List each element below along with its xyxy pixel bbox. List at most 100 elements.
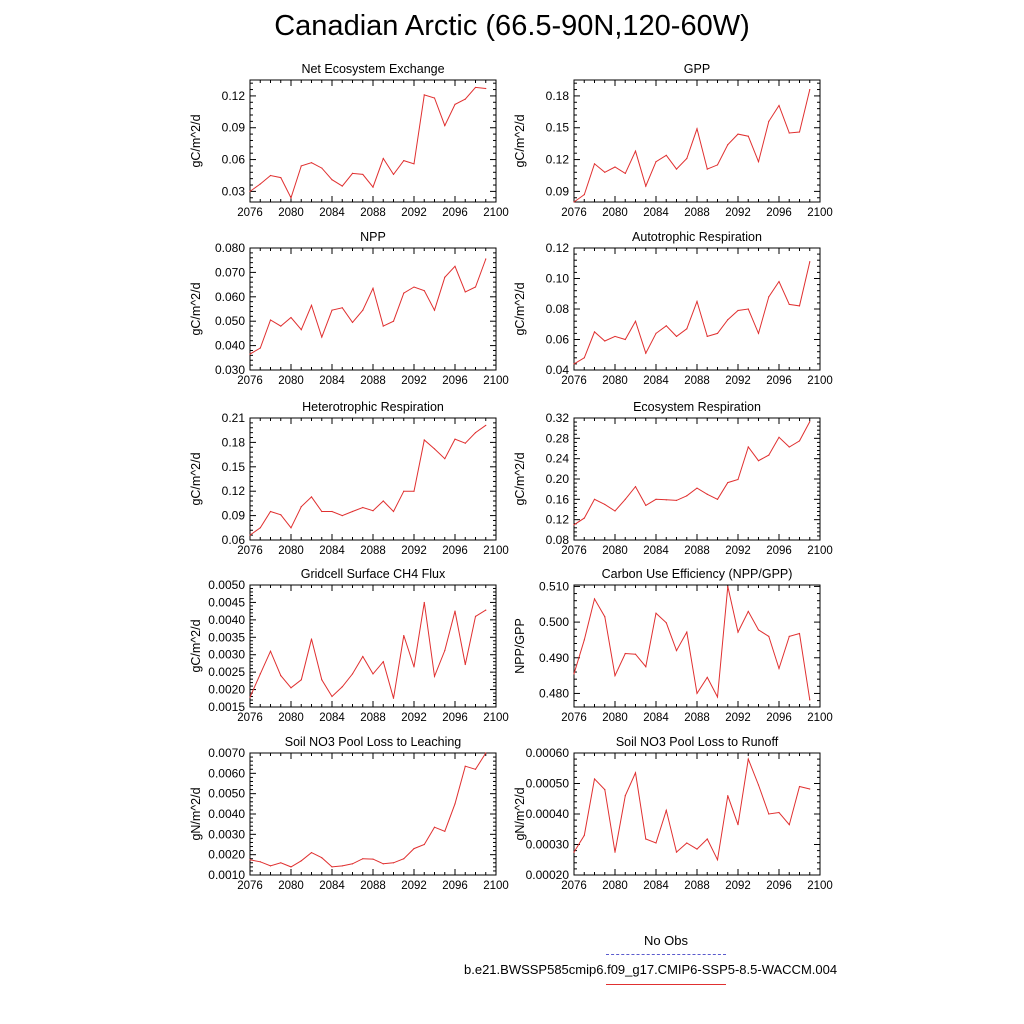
data-point	[593, 598, 596, 600]
data-point	[665, 154, 667, 156]
data-point	[655, 498, 657, 500]
data-point	[362, 173, 364, 176]
data-point	[485, 609, 487, 611]
data-point	[485, 424, 487, 426]
x-tick-label: 2100	[807, 880, 833, 892]
y-tick-label: 0.04	[546, 363, 570, 377]
x-tick-label: 2092	[401, 712, 427, 724]
y-tick-label: 0.0030	[208, 648, 245, 662]
data-point	[413, 847, 415, 850]
data-point	[706, 168, 708, 170]
data-point	[686, 842, 688, 844]
data-point	[757, 629, 760, 631]
data-point	[686, 157, 688, 160]
data-point	[737, 478, 739, 481]
data-point	[300, 329, 302, 331]
data-point	[474, 86, 477, 89]
y-tick-label: 0.15	[546, 121, 570, 135]
data-point	[706, 335, 708, 338]
y-tick-label: 0.00040	[526, 807, 570, 821]
y-tick-label: 0.030	[215, 363, 245, 377]
data-point	[341, 307, 343, 309]
x-tick-label: 2088	[360, 880, 386, 892]
data-point	[645, 352, 647, 354]
y-axis-label: gC/m^2/d	[189, 619, 203, 672]
data-point	[583, 357, 585, 359]
data-point	[382, 500, 384, 502]
data-point	[290, 316, 292, 319]
x-tick-label: 2088	[360, 712, 386, 724]
x-tick-label: 2092	[401, 880, 427, 892]
x-tick-label: 2080	[602, 207, 628, 219]
data-point	[614, 335, 616, 338]
data-point	[372, 510, 374, 512]
data-point	[392, 862, 395, 864]
x-tick-label: 2084	[319, 207, 345, 219]
x-tick-label: 2088	[684, 207, 710, 219]
series-line	[573, 421, 811, 526]
y-tick-label: 0.500	[539, 615, 569, 629]
data-point	[362, 506, 364, 509]
y-tick-label: 0.0035	[208, 630, 245, 644]
series-line	[249, 258, 487, 355]
data-point	[624, 652, 626, 655]
data-point	[675, 499, 678, 501]
panel-1: Net Ecosystem Exchange gC/m^2/d 2076 2080 20…	[189, 62, 509, 219]
x-tick-label: 2092	[401, 545, 427, 557]
data-point	[454, 438, 456, 440]
data-point	[413, 163, 415, 165]
panel-2: GPP gC/m^2/d 2076 2080 2084 2088 2092 2096 2100 0…	[513, 62, 833, 219]
data-point	[727, 585, 729, 588]
x-tick-label: 2076	[237, 712, 263, 724]
panel-3: NPP gC/m^2/d 2076 2080 2084 2088 2092 2096 2100 0…	[189, 230, 509, 387]
data-point	[573, 363, 575, 365]
data-point	[485, 752, 487, 754]
data-point	[454, 803, 456, 805]
data-point	[696, 692, 698, 695]
data-point	[624, 795, 626, 797]
x-tick-label: 2088	[360, 207, 386, 219]
data-point	[269, 319, 272, 321]
data-point	[727, 319, 729, 321]
data-point	[464, 765, 466, 767]
y-tick-label: 0.12	[546, 241, 570, 255]
data-point	[259, 673, 261, 675]
x-tick-label: 2096	[442, 207, 468, 219]
data-point	[331, 309, 333, 311]
x-tick-label: 2100	[483, 545, 509, 557]
x-tick-label: 2088	[360, 545, 386, 557]
data-point	[433, 448, 436, 450]
data-point	[423, 439, 425, 441]
y-axis-label: gC/m^2/d	[189, 282, 203, 335]
data-point	[269, 650, 272, 652]
data-point	[696, 848, 698, 850]
x-tick-label: 2100	[807, 712, 833, 724]
y-tick-label: 0.08	[546, 533, 570, 547]
data-point	[645, 838, 647, 840]
data-point	[249, 859, 251, 861]
data-point	[351, 510, 354, 513]
x-tick-label: 2076	[561, 545, 587, 557]
x-tick-label: 2080	[602, 880, 628, 892]
data-point	[809, 420, 811, 423]
y-tick-label: 0.510	[539, 579, 569, 593]
x-tick-label: 2080	[278, 207, 304, 219]
x-tick-label: 2084	[319, 880, 345, 892]
x-tick-label: 2096	[442, 545, 468, 557]
data-point	[485, 87, 487, 90]
x-tick-label: 2076	[561, 207, 587, 219]
data-point	[809, 699, 811, 701]
data-point	[413, 286, 415, 288]
data-point	[259, 861, 261, 863]
x-tick-label: 2076	[237, 880, 263, 892]
data-point	[310, 304, 313, 306]
data-point	[798, 440, 801, 442]
data-point	[778, 811, 780, 814]
y-axis-label: gC/m^2/d	[513, 282, 527, 335]
data-point	[645, 666, 647, 668]
panel-7: Gridcell Surface CH4 Flux gC/m^2/d 2076 208…	[189, 567, 509, 724]
data-point	[645, 504, 647, 507]
data-point	[280, 862, 282, 864]
data-point	[655, 842, 657, 844]
data-point	[403, 160, 405, 162]
